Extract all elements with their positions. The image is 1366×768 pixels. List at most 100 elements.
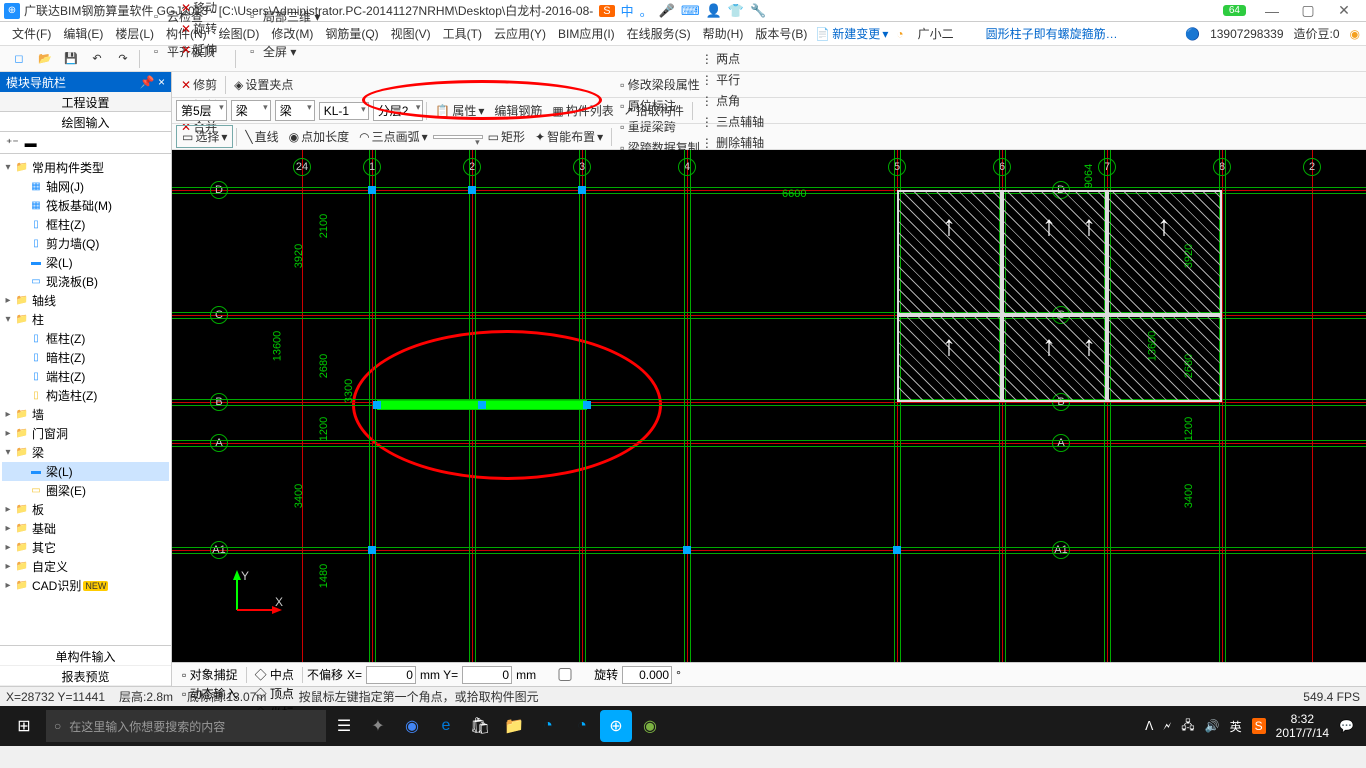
sidebar-tab-settings[interactable]: 工程设置: [0, 92, 171, 112]
member-combo[interactable]: KL-1: [319, 102, 369, 120]
tray-sogou-icon[interactable]: S: [1252, 718, 1266, 734]
ime-sub-icon[interactable]: 中: [621, 1, 634, 20]
tree-item[interactable]: ▾📁常用构件类型: [2, 158, 169, 177]
ime-keyboard-icon[interactable]: ⌨: [681, 3, 700, 19]
menu-item[interactable]: 工具(T): [437, 25, 488, 43]
y-input[interactable]: [462, 666, 512, 684]
edit-button[interactable]: ✕ 延伸: [176, 39, 222, 60]
ime-main-icon[interactable]: S: [599, 5, 614, 17]
task-edge-icon[interactable]: e: [430, 710, 462, 742]
tree-item[interactable]: ▾📁柱: [2, 310, 169, 329]
sidebar-pin-icon[interactable]: 📌 ×: [140, 75, 165, 89]
tray-chevron-icon[interactable]: ᐱ: [1145, 719, 1153, 733]
line-button[interactable]: ╲ 直线: [240, 126, 283, 147]
task-store-icon[interactable]: 🛍: [464, 710, 496, 742]
tray-battery-icon[interactable]: 🗲: [1163, 719, 1171, 734]
tree-item[interactable]: ▯端柱(Z): [2, 367, 169, 386]
system-tray[interactable]: ᐱ 🗲 🖧 🔊 英 S 8:32 2017/7/14 💬: [1145, 712, 1362, 741]
sidebar-bottom-single[interactable]: 单构件输入: [0, 646, 171, 666]
task-explorer-icon[interactable]: 📁: [498, 710, 530, 742]
tip-link[interactable]: 圆形柱子即有螺旋箍筋…: [982, 25, 1122, 42]
toolbar-button[interactable]: ▫全屏 ▾: [239, 41, 325, 62]
edit-button[interactable]: ✕ 旋转: [176, 18, 222, 39]
ime-wrench-icon[interactable]: 🔧: [750, 3, 766, 19]
aux-axis-button[interactable]: ⋮ 三点辅轴: [696, 111, 769, 132]
tree-item[interactable]: ▦轴网(J): [2, 177, 169, 196]
sidebar-expand-icon[interactable]: ⁺⁻: [6, 136, 19, 150]
aux-axis-button[interactable]: ⋮ 两点: [696, 48, 769, 69]
tree-item[interactable]: ▦筏板基础(M): [2, 196, 169, 215]
tree-item[interactable]: ▯剪力墙(Q): [2, 234, 169, 253]
taskbar-search[interactable]: ○ 在这里输入你想要搜索的内容: [46, 710, 326, 742]
tree-item[interactable]: ▯框柱(Z): [2, 329, 169, 348]
draw-combo[interactable]: [433, 135, 483, 139]
edit-button[interactable]: ✕ 移动: [176, 0, 222, 18]
tray-ime-label[interactable]: 英: [1230, 718, 1242, 735]
tree-item[interactable]: ▸📁基础: [2, 519, 169, 538]
maximize-button[interactable]: ▢: [1290, 2, 1326, 19]
redo-icon[interactable]: ↷: [110, 50, 136, 68]
menu-item[interactable]: 钢筋量(Q): [319, 25, 384, 43]
menu-item[interactable]: 文件(F): [6, 25, 57, 43]
rect-button[interactable]: ▭ 矩形: [483, 126, 530, 147]
aux-axis-button[interactable]: ⋮ 平行: [696, 69, 769, 90]
open-file-icon[interactable]: 📂: [32, 50, 58, 68]
tree-item[interactable]: ▸📁自定义: [2, 557, 169, 576]
menu-item[interactable]: 帮助(H): [697, 25, 750, 43]
floor-combo[interactable]: 第5层: [176, 100, 227, 121]
tray-network-icon[interactable]: 🖧: [1181, 716, 1194, 737]
task-app1-icon[interactable]: ✦: [362, 710, 394, 742]
ime-indicator[interactable]: S 中 。 🎤 ⌨ 👤 👕 🔧: [599, 1, 766, 20]
ime-user-icon[interactable]: 👤: [706, 3, 722, 19]
close-button[interactable]: ✕: [1326, 2, 1362, 19]
tree-item[interactable]: ▭圈梁(E): [2, 481, 169, 500]
aux-axis-button[interactable]: ⋮ 点角: [696, 90, 769, 111]
menu-item[interactable]: BIM应用(I): [552, 25, 621, 43]
sidebar-filter-icon[interactable]: ▬: [25, 136, 37, 150]
start-button[interactable]: ⊞: [4, 706, 44, 746]
task-360-icon[interactable]: ◉: [634, 710, 666, 742]
tree-item[interactable]: ▭现浇板(B): [2, 272, 169, 291]
task-app2-icon[interactable]: ◔: [532, 710, 564, 742]
task-app4-icon[interactable]: ⊕: [600, 710, 632, 742]
task-app3-icon[interactable]: ◔: [566, 710, 598, 742]
minimize-button[interactable]: —: [1254, 3, 1290, 19]
rotate-checkbox[interactable]: [540, 668, 590, 681]
menu-item[interactable]: 版本号(B): [749, 25, 813, 43]
tree-item[interactable]: ▯构造柱(Z): [2, 386, 169, 405]
snap-type-button[interactable]: ◇ 中点: [251, 665, 298, 684]
tree-item[interactable]: ▸📁轴线: [2, 291, 169, 310]
tray-notifications-icon[interactable]: 💬: [1339, 719, 1354, 733]
menu-item[interactable]: 在线服务(S): [621, 25, 697, 43]
ime-shirt-icon[interactable]: 👕: [728, 3, 744, 19]
sidebar-bottom-report[interactable]: 报表预览: [0, 666, 171, 686]
category1-combo[interactable]: 梁: [231, 100, 271, 121]
tree-item[interactable]: ▯框柱(Z): [2, 215, 169, 234]
ime-punct-icon[interactable]: 。: [640, 1, 653, 20]
toolbar-button[interactable]: ▫局部三维 ▾: [239, 6, 325, 27]
new-file-icon[interactable]: ◻: [6, 50, 32, 68]
component-tree[interactable]: ▾📁常用构件类型▦轴网(J)▦筏板基础(M)▯框柱(Z)▯剪力墙(Q)▬梁(L)…: [0, 154, 171, 645]
tree-item[interactable]: ▯暗柱(Z): [2, 348, 169, 367]
snap-mode-button[interactable]: ▫ 对象捕捉: [178, 665, 242, 684]
x-input[interactable]: [366, 666, 416, 684]
ime-mic-icon[interactable]: 🎤: [659, 3, 675, 19]
select-button[interactable]: ▭ 选择 ▾: [176, 125, 233, 148]
tray-clock[interactable]: 8:32 2017/7/14: [1276, 712, 1329, 741]
sidebar-tab-draw[interactable]: 绘图输入: [0, 112, 171, 132]
arc-button[interactable]: ◠ 三点画弧 ▾: [354, 126, 433, 147]
taskview-icon[interactable]: ☰: [328, 710, 360, 742]
edit-button[interactable]: ✕ 修剪: [176, 74, 222, 95]
tree-item[interactable]: ▸📁其它: [2, 538, 169, 557]
tree-item[interactable]: ▸📁墙: [2, 405, 169, 424]
tree-item[interactable]: ▸📁板: [2, 500, 169, 519]
user-avatar-icon[interactable]: ◔: [890, 25, 909, 43]
tree-item[interactable]: ▬梁(L): [2, 462, 169, 481]
save-file-icon[interactable]: 💾: [58, 50, 84, 68]
menu-item[interactable]: 云应用(Y): [488, 25, 552, 43]
point-length-button[interactable]: ◉ 点加长度: [284, 126, 355, 147]
new-change-link[interactable]: 📄 新建变更 ▾: [815, 25, 888, 42]
pick-member-button[interactable]: ↗ 拾取构件: [619, 100, 689, 121]
tree-item[interactable]: ▬梁(L): [2, 253, 169, 272]
offset-combo[interactable]: 不偏移: [307, 666, 343, 683]
